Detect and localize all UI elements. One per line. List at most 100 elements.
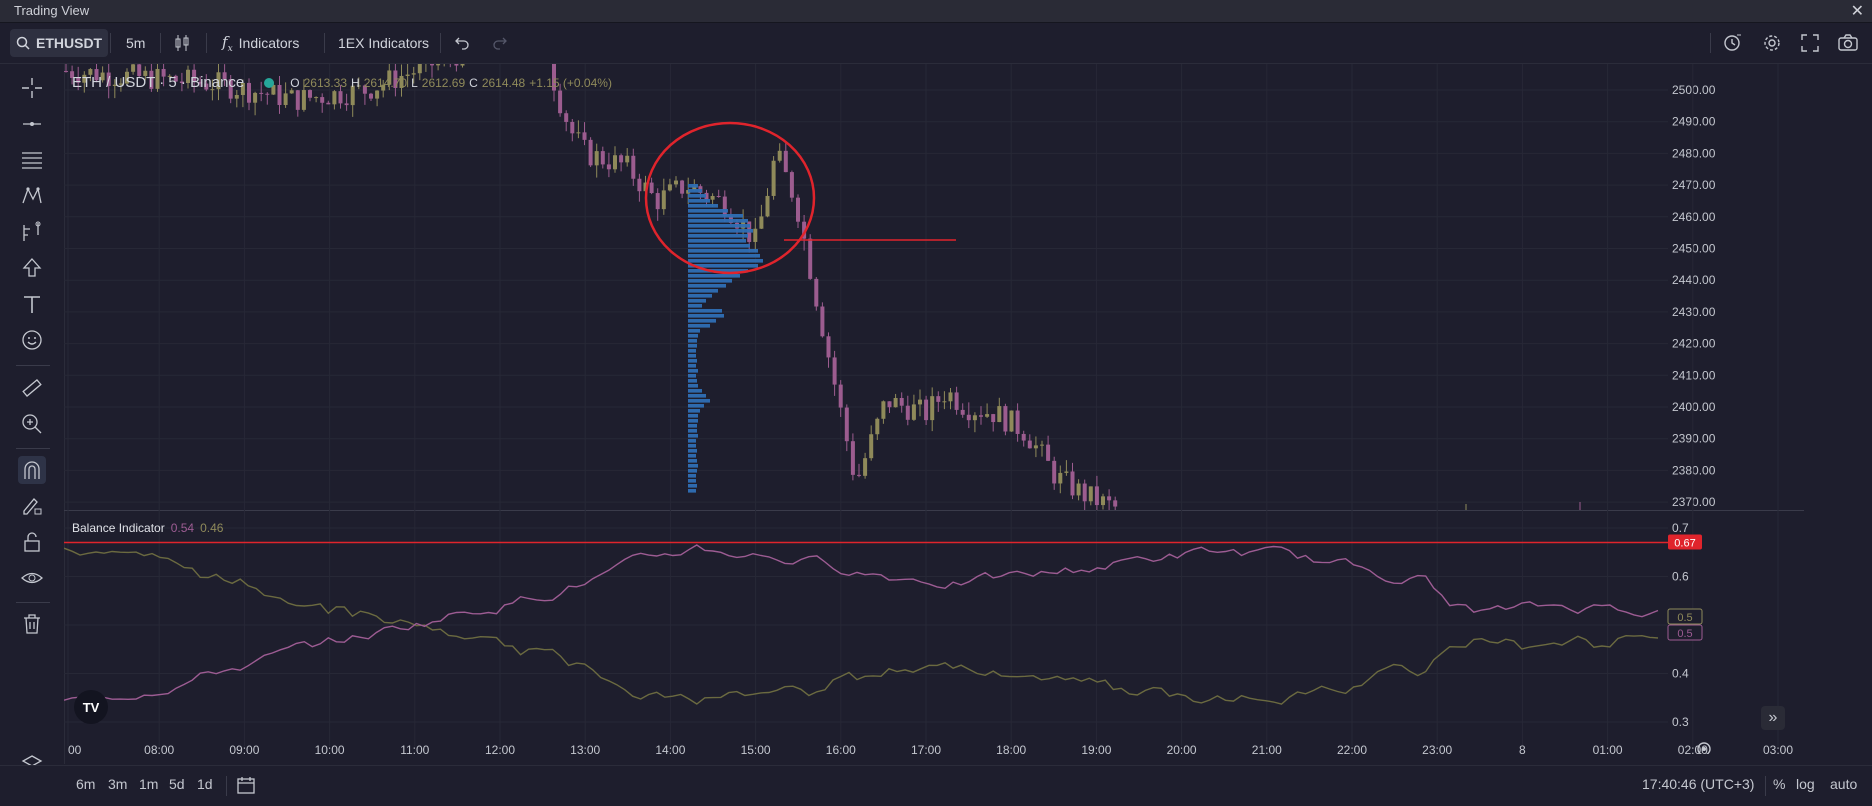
symbol-search-button[interactable]: ETHUSDT bbox=[10, 29, 109, 57]
range-1m[interactable]: 1m bbox=[139, 776, 159, 792]
candle-body bbox=[753, 228, 758, 242]
volume-profile-bar bbox=[688, 419, 698, 423]
candle-body bbox=[1021, 433, 1026, 441]
eye-icon[interactable] bbox=[18, 564, 46, 592]
time-tick-label: 23:00 bbox=[1422, 743, 1452, 754]
volume-profile-bar bbox=[688, 259, 763, 263]
range-3m[interactable]: 3m bbox=[108, 776, 128, 792]
candle-body bbox=[905, 405, 910, 420]
time-tick-label: 22:00 bbox=[1337, 743, 1367, 754]
magnet-icon[interactable] bbox=[18, 456, 46, 484]
volume-profile-bar bbox=[688, 364, 696, 368]
trash-icon[interactable] bbox=[18, 610, 46, 638]
candle-body bbox=[314, 97, 319, 99]
candle-body bbox=[991, 414, 996, 423]
tradingview-logo: TV bbox=[74, 690, 108, 724]
zoom-in-icon[interactable] bbox=[18, 410, 46, 438]
volume-profile-bar bbox=[688, 189, 702, 193]
alert-clock-icon[interactable] bbox=[1721, 31, 1745, 55]
candle-body bbox=[643, 182, 648, 192]
candle-body bbox=[277, 84, 282, 106]
ohlc-values: O 2613.33 H 2614.70 L 2612.69 C 2614.48 +1.1… bbox=[290, 76, 612, 90]
candle-body bbox=[167, 75, 172, 77]
text-icon[interactable] bbox=[18, 290, 46, 318]
candle-body bbox=[979, 415, 983, 417]
time-tick-label: 17:00 bbox=[911, 743, 941, 754]
crosshair-icon[interactable] bbox=[18, 74, 46, 102]
percent-toggle[interactable]: % bbox=[1773, 776, 1786, 792]
candle-body bbox=[1107, 496, 1112, 501]
candle-body bbox=[131, 64, 136, 72]
candle-body bbox=[460, 64, 465, 66]
gear-icon[interactable] bbox=[1760, 31, 1784, 55]
candle-body bbox=[186, 69, 190, 84]
candle-body bbox=[606, 164, 611, 170]
redo-icon[interactable] bbox=[488, 31, 512, 55]
candles-chart-type-icon[interactable] bbox=[170, 31, 194, 55]
candle-body bbox=[777, 150, 782, 161]
price-tick-label: 2390.00 bbox=[1672, 432, 1716, 446]
candle-body bbox=[1070, 471, 1075, 496]
undo-icon[interactable] bbox=[450, 31, 474, 55]
candle-body bbox=[76, 77, 81, 83]
price-chart[interactable]: 2500.00 2490.00 2480.00 2470.00 2460.00 2450.… bbox=[64, 64, 1804, 754]
candle-body bbox=[808, 238, 813, 279]
candle-body bbox=[88, 69, 93, 75]
price-tick-label: 2430.00 bbox=[1672, 305, 1716, 319]
pattern-icon[interactable] bbox=[18, 182, 46, 210]
clock: 17:40:46 (UTC+3) bbox=[1642, 776, 1755, 792]
log-toggle[interactable]: log bbox=[1796, 776, 1815, 792]
volume-profile-bar bbox=[688, 264, 758, 268]
time-tick-label: 8 bbox=[1519, 743, 1526, 754]
ex-indicators-button[interactable]: 1EX Indicators bbox=[332, 29, 435, 57]
balance-line-pink bbox=[64, 544, 1659, 701]
time-tick-label: 03:00 bbox=[1763, 743, 1793, 754]
price-tick-label: 2500.00 bbox=[1672, 83, 1716, 97]
arrow-up-icon[interactable] bbox=[18, 254, 46, 282]
top-toolbar: ETHUSDT 5m fx Indicators 1EX Indicators bbox=[0, 23, 1872, 64]
candle-body bbox=[1046, 444, 1051, 461]
fib-lines-icon[interactable] bbox=[18, 146, 46, 174]
scroll-to-realtime-button[interactable]: » bbox=[1761, 706, 1785, 730]
range-1d[interactable]: 1d bbox=[197, 776, 213, 792]
calendar-goto-icon[interactable] bbox=[236, 775, 256, 800]
camera-icon[interactable] bbox=[1836, 31, 1860, 55]
emoji-icon[interactable] bbox=[18, 326, 46, 354]
ruler-icon[interactable] bbox=[18, 374, 46, 402]
candle-body bbox=[82, 74, 87, 83]
lock-icon[interactable] bbox=[18, 528, 46, 556]
interval-label: 5m bbox=[126, 35, 146, 51]
candle-body bbox=[247, 82, 251, 103]
time-tick-label: 09:00 bbox=[229, 743, 259, 754]
candle-body bbox=[100, 72, 105, 81]
time-tick-label: 15:00 bbox=[741, 743, 771, 754]
range-6m[interactable]: 6m bbox=[76, 776, 96, 792]
candle-body bbox=[320, 97, 325, 103]
candle-body bbox=[179, 81, 184, 84]
range-5d[interactable]: 5d bbox=[169, 776, 185, 792]
candle-body bbox=[216, 72, 221, 90]
candle-body bbox=[1101, 496, 1105, 506]
indicator-value-1: 0.54 bbox=[170, 521, 195, 535]
candle-body bbox=[942, 401, 947, 403]
close-icon[interactable]: ✕ bbox=[1850, 3, 1864, 20]
auto-toggle[interactable]: auto bbox=[1830, 776, 1858, 792]
interval-button[interactable]: 5m bbox=[120, 29, 151, 57]
forecast-icon[interactable] bbox=[18, 218, 46, 246]
volume-profile bbox=[688, 184, 763, 493]
candle-body bbox=[789, 172, 794, 198]
candle-body bbox=[118, 83, 123, 85]
volume-profile-bar bbox=[688, 404, 704, 408]
indicators-button[interactable]: fx Indicators bbox=[216, 29, 305, 57]
volume-profile-bar bbox=[688, 414, 698, 418]
volume-profile-bar bbox=[688, 244, 750, 248]
pink-value-badge: 0.5 bbox=[1667, 624, 1703, 641]
trend-line-icon[interactable] bbox=[18, 110, 46, 138]
volume-profile-bar bbox=[688, 394, 706, 398]
candle-body bbox=[759, 216, 764, 229]
fullscreen-icon[interactable] bbox=[1798, 31, 1822, 55]
svg-text:0.67: 0.67 bbox=[1674, 538, 1695, 550]
pencil-lock-icon[interactable] bbox=[18, 492, 46, 520]
candle-body bbox=[796, 197, 800, 222]
candle-body bbox=[948, 392, 953, 402]
